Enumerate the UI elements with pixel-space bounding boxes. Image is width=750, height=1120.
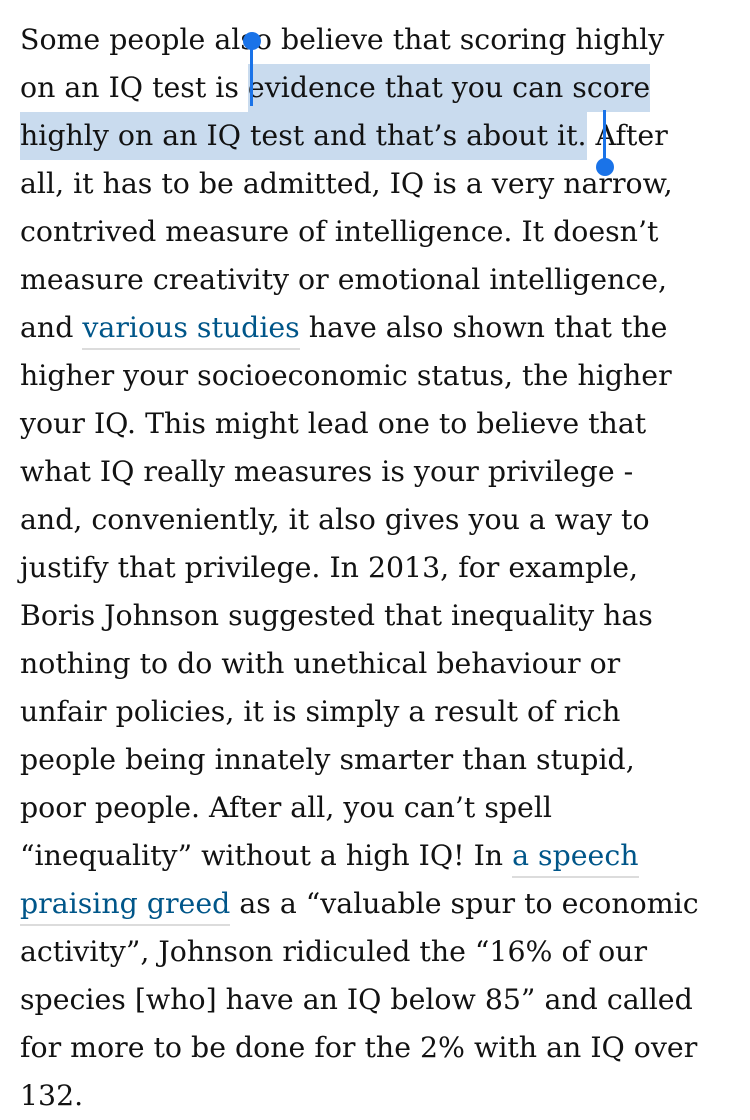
article-body: Some people also believe that scoring hi… bbox=[20, 16, 735, 1120]
selection-end-handle-icon[interactable] bbox=[595, 110, 614, 176]
text-line: on an IQ test is evidence that you can s… bbox=[20, 64, 735, 112]
text-segment: nothing to do with unethical behaviour o… bbox=[20, 647, 621, 680]
text-line: unfair policies, it is simply a result o… bbox=[20, 688, 735, 736]
text-line: 132. bbox=[20, 1072, 735, 1120]
text-segment: Boris Johnson suggested that inequality … bbox=[20, 599, 653, 632]
text-line: higher your socioeconomic status, the hi… bbox=[20, 352, 735, 400]
text-segment: justify that privilege. In 2013, for exa… bbox=[20, 551, 639, 584]
various-studies-link[interactable]: various studies bbox=[82, 308, 300, 350]
text-line: people being innately smarter than stupi… bbox=[20, 736, 735, 784]
text-line: nothing to do with unethical behaviour o… bbox=[20, 640, 735, 688]
text-line: Some people also believe that scoring hi… bbox=[20, 16, 735, 64]
text-line: species [who] have an IQ below 85” and c… bbox=[20, 976, 735, 1024]
text-line: and various studies have also shown that… bbox=[20, 304, 735, 352]
text-segment: people being innately smarter than stupi… bbox=[20, 743, 635, 776]
text-line: Boris Johnson suggested that inequality … bbox=[20, 592, 735, 640]
text-line: all, it has to be admitted, IQ is a very… bbox=[20, 160, 735, 208]
speech-praising-greed-link[interactable]: praising greed bbox=[20, 884, 231, 926]
selection-end-knob[interactable] bbox=[595, 158, 614, 176]
text-line: activity”, Johnson ridiculed the “16% of… bbox=[20, 928, 735, 976]
text-segment: activity”, Johnson ridiculed the “16% of… bbox=[20, 935, 648, 968]
text-line: highly on an IQ test and that’s about it… bbox=[20, 112, 735, 160]
text-segment: for more to be done for the 2% with an I… bbox=[20, 1031, 698, 1064]
text-line: contrived measure of intelligence. It do… bbox=[20, 208, 735, 256]
text-segment: and, conveniently, it also gives you a w… bbox=[20, 503, 650, 536]
text-segment: “inequality” without a high IQ! In bbox=[20, 839, 513, 872]
text-segment: on an IQ test is bbox=[20, 71, 248, 104]
text-line: for more to be done for the 2% with an I… bbox=[20, 1024, 735, 1072]
text-segment: as a “valuable spur to economic bbox=[230, 887, 699, 920]
selection-start-handle-icon[interactable] bbox=[242, 32, 261, 106]
selected-text[interactable]: evidence that you can score bbox=[247, 64, 651, 112]
text-segment: have also shown that the bbox=[299, 311, 668, 344]
text-line: praising greed as a “valuable spur to ec… bbox=[20, 880, 735, 928]
text-line: measure creativity or emotional intellig… bbox=[20, 256, 735, 304]
text-segment: your IQ. This might lead one to believe … bbox=[20, 407, 647, 440]
text-line: poor people. After all, you can’t spell bbox=[20, 784, 735, 832]
text-line: your IQ. This might lead one to believe … bbox=[20, 400, 735, 448]
text-segment: what IQ really measures is your privileg… bbox=[20, 455, 634, 488]
text-line: what IQ really measures is your privileg… bbox=[20, 448, 735, 496]
text-segment: species [who] have an IQ below 85” and c… bbox=[20, 983, 693, 1016]
text-line: and, conveniently, it also gives you a w… bbox=[20, 496, 735, 544]
text-segment: higher your socioeconomic status, the hi… bbox=[20, 359, 672, 392]
selected-text[interactable]: highly on an IQ test and that’s about it… bbox=[20, 112, 587, 160]
text-segment: contrived measure of intelligence. It do… bbox=[20, 215, 659, 248]
text-line: justify that privilege. In 2013, for exa… bbox=[20, 544, 735, 592]
text-segment: measure creativity or emotional intellig… bbox=[20, 263, 668, 296]
text-segment: all, it has to be admitted, IQ is a very… bbox=[20, 167, 673, 200]
text-segment: After bbox=[586, 119, 668, 152]
text-segment: poor people. After all, you can’t spell bbox=[20, 791, 553, 824]
selection-start-knob[interactable] bbox=[242, 32, 261, 50]
text-segment: unfair policies, it is simply a result o… bbox=[20, 695, 621, 728]
text-segment: Some people also believe that scoring hi… bbox=[20, 23, 665, 56]
text-line: “inequality” without a high IQ! In a spe… bbox=[20, 832, 735, 880]
speech-praising-greed-link[interactable]: a speech bbox=[512, 836, 639, 878]
text-segment: and bbox=[20, 311, 83, 344]
text-segment: 132. bbox=[20, 1079, 84, 1112]
